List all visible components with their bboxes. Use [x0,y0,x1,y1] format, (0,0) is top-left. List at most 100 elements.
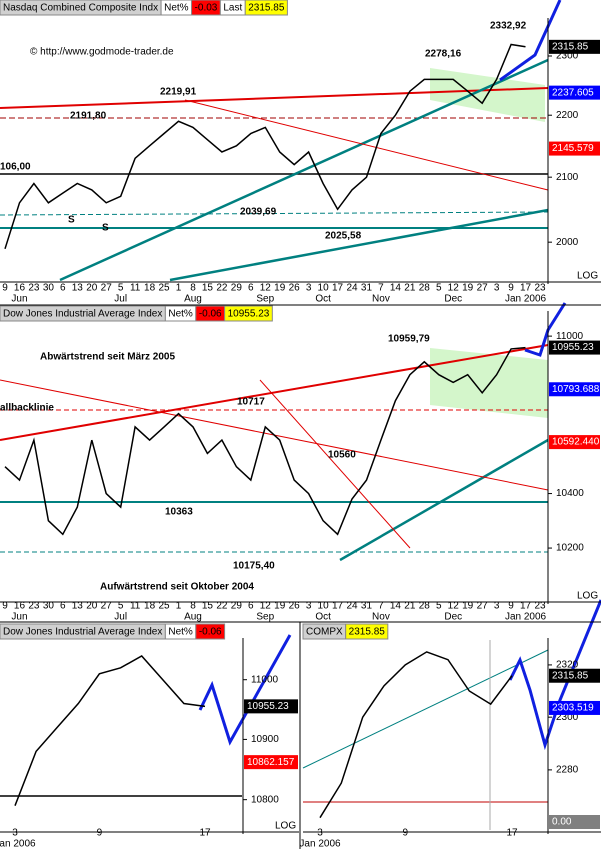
x-tick-label: 12 [260,283,272,294]
x-tick-label: 7 [378,283,384,294]
x-tick-label: 19 [274,601,286,612]
net-label: Net% [164,3,189,14]
price-box [549,340,600,355]
annotation: 10560 [328,450,356,461]
price-box-label: 10955.23 [247,701,289,712]
x-tick-label: 14 [390,283,402,294]
x-tick-label: 7 [378,601,384,612]
annotation: 2191,80 [70,111,107,122]
month-label: Jul [114,612,127,623]
x-tick-label: 25 [158,601,170,612]
annotation: © http://www.godmode-trader.de [30,47,174,58]
x-tick-label: 9 [508,283,514,294]
price-box-label: 10955.23 [552,342,594,353]
price-box [244,755,298,770]
x-tick-label: 23 [28,601,40,612]
x-tick-label: 3 [12,828,18,839]
price-box [549,668,600,683]
y-tick-label: 11000 [251,674,279,685]
header-title: Nasdaq Combined Composite Indx [3,3,158,14]
x-tick-label: 9 [97,828,103,839]
annotation: allbacklinie [0,403,54,414]
scale-label: LOG [577,271,598,282]
month-label: Aug [184,612,202,623]
y-tick-label: 2300 [556,712,579,723]
month-label: Nov [372,294,390,305]
x-tick-label: 29 [231,283,243,294]
x-tick-label: 21 [404,283,416,294]
y-tick-label: 10200 [556,543,584,554]
x-tick-label: 27 [477,283,489,294]
price-box-label: 10862.157 [247,757,295,768]
x-tick-label: 23 [534,601,546,612]
month-label: Aug [184,294,202,305]
x-tick-label: 26 [289,283,301,294]
x-tick-label: 19 [274,283,286,294]
x-tick-label: 20 [86,283,98,294]
annotation: 2025,58 [325,231,362,242]
x-tick-label: 9 [2,601,8,612]
x-tick-label: 28 [419,283,431,294]
month-label: Oct [315,612,331,623]
x-tick-label: 12 [448,283,460,294]
x-tick-label: 30 [43,283,55,294]
price-box-label: 10592.440 [552,437,600,448]
x-tick-label: 17 [520,283,532,294]
price-box-label: 2303.519 [552,703,594,714]
x-tick-label: 21 [404,601,416,612]
annotation: 106,00 [0,162,31,173]
price-line [14,655,206,806]
x-tick-label: 11 [130,601,141,612]
net-value: -0.03 [195,3,218,14]
x-tick-label: 11 [130,283,141,294]
last-value-box [244,0,288,16]
x-tick-label: 23 [28,283,40,294]
month-label: Jan 2006 [299,839,341,849]
annotation: 2219,91 [160,87,197,98]
x-tick-label: 19 [462,283,474,294]
y-tick-label: 2200 [556,110,579,121]
month-label: Sep [256,612,274,623]
y-tick-label: 10400 [556,488,584,499]
price-box-label: 2237.605 [552,87,594,98]
x-tick-label: 18 [144,601,156,612]
x-tick-label: 13 [72,601,84,612]
x-tick-label: 5 [118,601,124,612]
x-tick-label: 16 [14,283,26,294]
x-tick-label: 17 [199,828,211,839]
price-box [549,382,600,397]
net-label: Net% [168,309,193,320]
price-box [549,435,600,450]
price-box-label: 2145.579 [552,143,594,154]
annotation: 10363 [165,507,193,518]
x-tick-label: 13 [72,283,84,294]
y-tick-label: 10800 [251,794,279,805]
x-tick-label: 24 [346,601,358,612]
month-label: Dec [444,294,462,305]
annotation: 2278,16 [425,49,462,60]
month-label: Jun [11,294,27,305]
header-title: COMPX [306,627,343,638]
month-label: Dec [444,612,462,623]
month-label: Jul [114,294,127,305]
annotation: S [68,215,75,226]
annotation: 10959,79 [388,334,430,345]
x-tick-label: 12 [448,601,460,612]
month-label: Nov [372,612,390,623]
net-label: Net% [168,627,193,638]
x-tick-label: 1 [176,601,182,612]
x-tick-label: 27 [101,283,113,294]
x-tick-label: 17 [332,283,344,294]
annotation: 10175,40 [233,561,275,572]
price-line [4,346,526,536]
annotation: 2332,92 [490,21,527,32]
x-tick-label: 9 [508,601,514,612]
price-box-label: 2315.85 [552,670,589,681]
price-box [244,699,298,714]
annotation: Aufwärtstrend seit Oktober 2004 [100,582,254,593]
y-tick-label: 2300 [556,51,579,62]
x-tick-label: 15 [202,283,214,294]
y-tick-label: 11000 [556,331,584,342]
x-tick-label: 28 [419,601,431,612]
